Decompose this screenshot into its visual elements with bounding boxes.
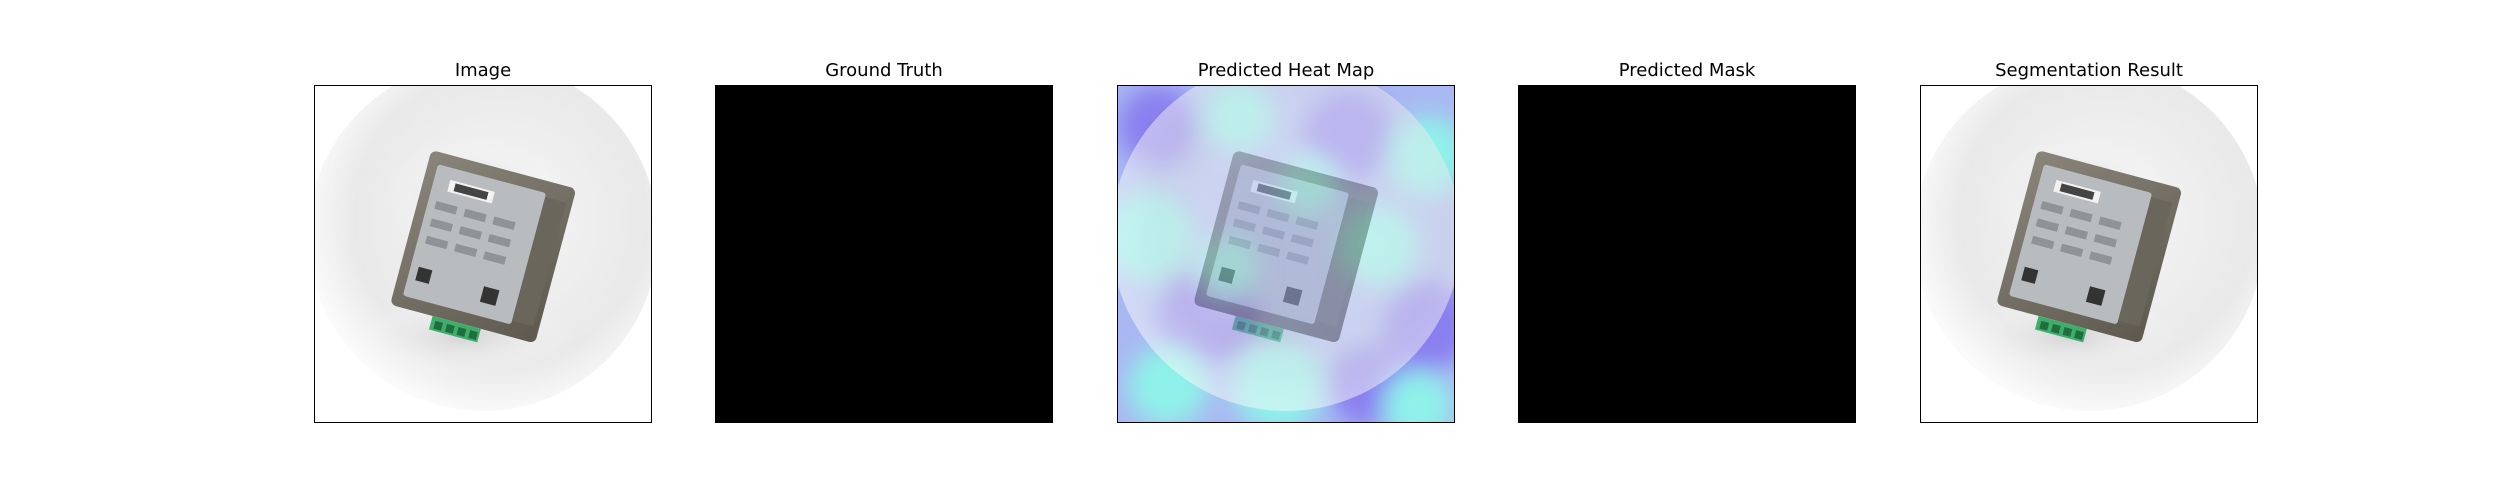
segmentation-frame xyxy=(1920,85,2258,423)
predicted-mask xyxy=(1519,86,1855,422)
segmentation-photo xyxy=(1921,86,2257,411)
panel-title: Ground Truth xyxy=(825,60,943,81)
ground-truth-frame xyxy=(715,85,1053,423)
device-photo xyxy=(315,86,651,411)
heat-map-frame xyxy=(1117,85,1455,423)
panel-title: Segmentation Result xyxy=(1995,60,2183,81)
ground-truth-mask xyxy=(716,86,1052,422)
panel-title: Predicted Heat Map xyxy=(1197,60,1375,81)
panel-title: Predicted Mask xyxy=(1618,60,1756,81)
predicted-mask-frame xyxy=(1518,85,1856,423)
panel-title: Image xyxy=(454,60,512,81)
heat-map-image xyxy=(1118,86,1454,422)
image-frame xyxy=(314,85,652,423)
